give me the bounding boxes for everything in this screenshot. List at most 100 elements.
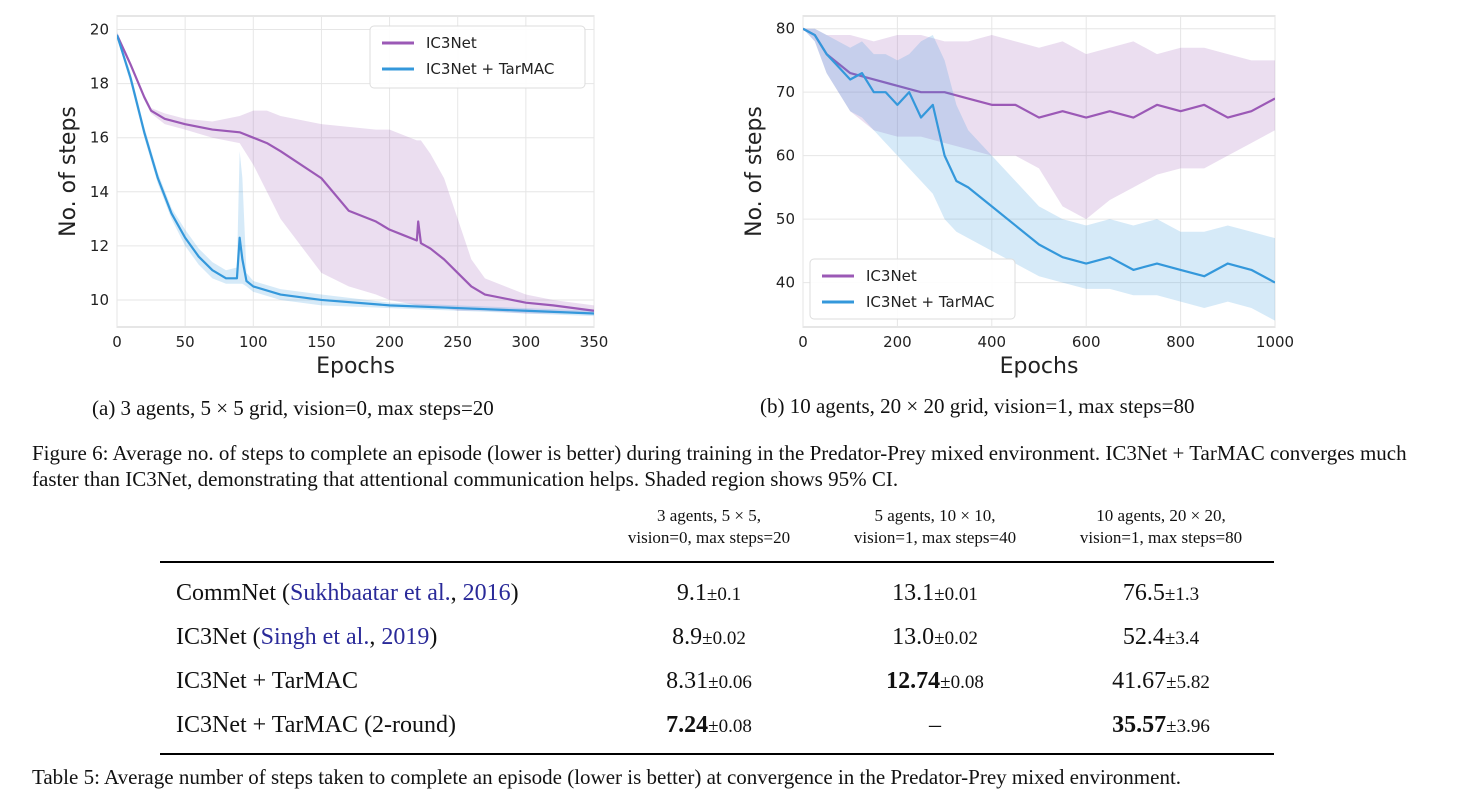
value: 13.1	[892, 579, 935, 606]
header-line: 3 agents, 5 × 5,	[656, 506, 762, 525]
value-cell: 13.0±0.02	[822, 615, 1048, 659]
series-line-ic3net	[803, 27, 1275, 119]
y-tick-label: 80	[776, 20, 795, 38]
y-tick-label: 40	[776, 274, 795, 292]
value-ci: ±0.01	[934, 583, 978, 605]
value-cell: 9.1±0.1	[596, 562, 822, 615]
table-row: IC3Net + TarMAC (2-round) 7.24±0.08 – 35…	[160, 703, 1274, 754]
x-tick-label: 0	[798, 333, 808, 351]
value-ci: ±0.02	[702, 627, 746, 649]
table-caption: Table 5: Average number of steps taken t…	[32, 765, 1182, 789]
y-tick-label: 70	[776, 83, 795, 101]
value-ci: ±5.82	[1166, 671, 1210, 693]
y-tick-label: 16	[90, 129, 109, 147]
ci-band-ic3net	[117, 32, 594, 314]
x-tick-label: 50	[176, 333, 195, 351]
series-line-tarmac	[117, 34, 594, 315]
value: 8.9	[672, 623, 703, 650]
header-line: 5 agents, 10 × 10,	[874, 506, 996, 525]
value-cell: 7.24±0.08	[596, 703, 822, 754]
series-group	[117, 32, 594, 317]
value: 52.4	[1122, 623, 1165, 650]
citation-author: Singh et al.	[260, 623, 370, 650]
x-tick-label: 1000	[1256, 333, 1294, 351]
legend-label: IC3Net	[426, 34, 477, 52]
cite-paren: )	[510, 579, 519, 606]
value-best: 12.74	[886, 667, 941, 694]
value-cell: 76.5±1.3	[1048, 562, 1274, 615]
value: 8.31	[666, 667, 709, 694]
y-tick-label: 60	[776, 147, 795, 165]
value-ci: ±3.4	[1164, 627, 1200, 649]
figure-caption: Figure 6: Average no. of steps to comple…	[32, 441, 1407, 491]
value-cell: 12.74±0.08	[822, 659, 1048, 703]
value-cell: 13.1±0.01	[822, 562, 1048, 615]
ci-band-tarmac	[803, 28, 1275, 321]
header-line: vision=1, max steps=80	[1079, 528, 1243, 547]
citation-link[interactable]: Sukhbaatar et al., 2016	[290, 580, 511, 606]
value-cell: –	[822, 703, 1048, 754]
x-axis-label: Epochs	[1000, 354, 1079, 379]
value: 76.5	[1122, 579, 1165, 606]
citation-author: Sukhbaatar et al.	[290, 579, 451, 606]
legend-label: IC3Net + TarMAC	[426, 60, 554, 78]
x-tick-label: 0	[112, 333, 122, 351]
citation-year: 2016	[462, 579, 511, 606]
value-ci: ±1.3	[1164, 583, 1200, 605]
y-tick-label: 18	[90, 75, 109, 93]
x-tick-label: 250	[443, 333, 472, 351]
header-col-2: 5 agents, 10 × 10, vision=1, max steps=40	[822, 505, 1048, 562]
legend-box	[369, 25, 586, 89]
value-cell: 8.31±0.06	[596, 659, 822, 703]
y-tick-label: 14	[90, 183, 109, 201]
value-ci: ±3.96	[1166, 715, 1210, 737]
x-tick-label: 200	[375, 333, 404, 351]
x-tick-label: 400	[977, 333, 1006, 351]
header-line: 10 agents, 20 × 20,	[1096, 506, 1226, 525]
x-tick-label: 600	[1072, 333, 1101, 351]
y-tick-label: 50	[776, 210, 795, 228]
value: 9.1	[676, 579, 707, 606]
table-header-row: 3 agents, 5 × 5, vision=0, max steps=20 5…	[160, 505, 1274, 562]
header-line: vision=0, max steps=20	[627, 528, 791, 547]
chart-b: 0 200 400 600 800 1000 80 70 60 50 40 Epochs No. of …	[742, 15, 1294, 379]
header-line: vision=1, max steps=40	[853, 528, 1017, 547]
table-row: IC3Net (Singh et al., 2019) 8.9±0.02 13.…	[160, 615, 1274, 659]
cite-paren: (	[246, 623, 261, 650]
value-ci: ±0.08	[708, 715, 752, 737]
citation-link[interactable]: Singh et al., 2019	[261, 624, 430, 650]
x-tick-label: 100	[239, 333, 268, 351]
x-tick-label: 800	[1166, 333, 1195, 351]
header-empty	[160, 505, 596, 562]
series-line-ic3net	[117, 34, 594, 312]
chart-a: 0 50 100 150 200 250 300 350 20 18 16 14 12 10 Epochs N…	[56, 15, 609, 379]
value: –	[929, 711, 941, 738]
method-label: IC3Net	[176, 623, 247, 650]
x-tick-label: 350	[580, 333, 609, 351]
method-name: IC3Net + TarMAC (2-round)	[176, 711, 457, 738]
value-best: 35.57	[1112, 711, 1167, 738]
y-tick-label: 10	[90, 291, 109, 309]
value: 13.0	[892, 623, 935, 650]
x-axis-label: Epochs	[316, 354, 395, 379]
method-name: CommNet (Sukhbaatar et al., 2016)	[160, 562, 596, 615]
value-ci: ±0.08	[940, 671, 984, 693]
method-name: IC3Net + TarMAC	[176, 667, 359, 694]
table-row: CommNet (Sukhbaatar et al., 2016) 9.1±0.…	[160, 562, 1274, 615]
table-row: IC3Net + TarMAC 8.31±0.06 12.74±0.08 41.…	[160, 659, 1274, 703]
header-col-3: 10 agents, 20 × 20, vision=1, max steps=8…	[1048, 505, 1274, 562]
value-cell: 35.57±3.96	[1048, 703, 1274, 754]
y-axis-label: No. of steps	[56, 106, 81, 237]
legend-label: IC3Net + TarMAC	[866, 293, 994, 311]
subplot-a: 0 50 100 150 200 250 300 350 20 18 16 14 12 10 Epochs N…	[50, 0, 630, 385]
citation-sep: ,	[369, 623, 382, 650]
x-tick-label: 200	[883, 333, 912, 351]
y-axis-label: No. of steps	[742, 106, 767, 237]
citation-sep: ,	[450, 579, 463, 606]
value-best: 7.24	[666, 711, 709, 738]
series-line-tarmac	[803, 27, 1275, 284]
subcaption-b: (b) 10 agents, 20 × 20 grid, vision=1, m…	[760, 394, 1195, 418]
x-tick-label: 150	[307, 333, 336, 351]
results-table: 3 agents, 5 × 5, vision=0, max steps=20 5…	[160, 505, 1274, 755]
x-tick-label: 300	[512, 333, 541, 351]
